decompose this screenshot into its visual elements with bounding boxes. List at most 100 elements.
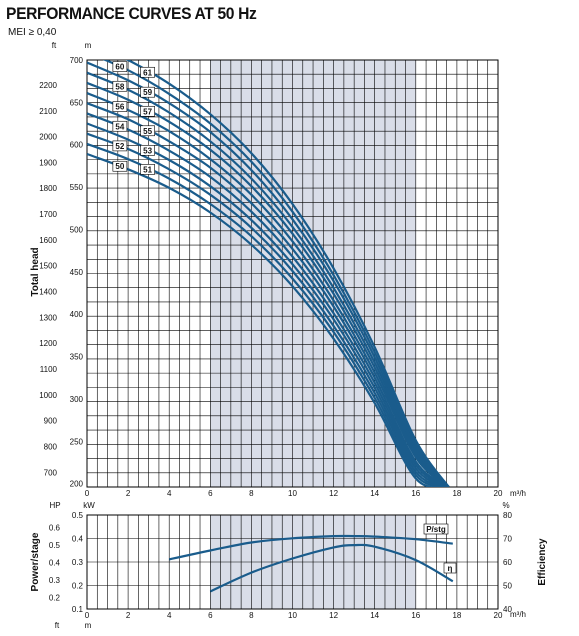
bottom-x-tick-label: 18 bbox=[452, 611, 461, 620]
stage-label-box bbox=[140, 66, 155, 78]
y-tick-m: 200 bbox=[70, 480, 84, 489]
efficiency-tick-label: 50 bbox=[503, 582, 512, 591]
stage-label-box bbox=[140, 86, 155, 98]
kw-tick-label: 0.3 bbox=[72, 558, 84, 567]
y-tick-ft: 1400 bbox=[39, 288, 57, 297]
efficiency-curve bbox=[209, 543, 454, 593]
top-grid bbox=[86, 59, 499, 488]
head-curve-50 bbox=[87, 152, 449, 487]
stage-label-59: 59 bbox=[143, 88, 152, 97]
y-tick-ft: 800 bbox=[44, 442, 58, 451]
y-tick-ft: 700 bbox=[44, 468, 58, 477]
kw-tick-label: 0.4 bbox=[72, 535, 84, 544]
top-x-tick-label: 14 bbox=[370, 489, 379, 498]
bottom-x-tick-label: 2 bbox=[126, 611, 131, 620]
bottom-m-unit: m bbox=[85, 621, 92, 630]
stage-label-box bbox=[112, 61, 128, 72]
head-curve-58 bbox=[87, 71, 450, 487]
hp-tick-label: 0.5 bbox=[49, 541, 61, 550]
y-unit-m: m bbox=[85, 41, 92, 50]
power-axis-label: Power/stage bbox=[30, 532, 41, 591]
bottom-x-tick-label: 6 bbox=[208, 611, 213, 620]
top-x-tick-label: 16 bbox=[411, 489, 420, 498]
page-title: PERFORMANCE CURVES AT 50 Hz bbox=[6, 4, 257, 23]
y-tick-ft: 900 bbox=[44, 417, 58, 426]
stage-label-51: 51 bbox=[143, 165, 152, 174]
y-tick-m: 400 bbox=[70, 310, 84, 319]
kw-tick-label: 0.5 bbox=[72, 511, 84, 520]
bottom-x-tick-label: 12 bbox=[329, 611, 338, 620]
mei-label: MEI ≥ 0,40 bbox=[8, 27, 57, 38]
hp-unit: HP bbox=[49, 501, 60, 510]
efficiency-tick-label: 40 bbox=[503, 605, 512, 614]
y-tick-ft: 1200 bbox=[39, 339, 57, 348]
efficiency-axis-label: Efficiency bbox=[537, 538, 548, 586]
top-x-tick-label: 18 bbox=[452, 489, 461, 498]
stage-label-60: 60 bbox=[115, 63, 124, 72]
hp-tick-label: 0.3 bbox=[49, 576, 61, 585]
top-x-tick-label: 10 bbox=[288, 489, 297, 498]
top-x-tick-label: 4 bbox=[167, 489, 172, 498]
y-axis-label: Total head bbox=[30, 247, 41, 296]
efficiency-curve-label: η bbox=[448, 564, 453, 573]
efficiency-label-box bbox=[443, 562, 457, 574]
top-x-unit: m³/h bbox=[510, 489, 526, 498]
efficiency-unit: % bbox=[502, 501, 509, 510]
y-tick-m: 350 bbox=[70, 353, 84, 362]
hp-tick-label: 0.6 bbox=[49, 523, 61, 532]
head-curve-54 bbox=[87, 112, 450, 487]
y-unit-ft: ft bbox=[52, 41, 57, 50]
y-tick-m: 600 bbox=[70, 141, 84, 150]
bottom-x-unit: m³/h bbox=[510, 610, 526, 619]
top-plot-frame bbox=[86, 59, 499, 488]
head-curve-60 bbox=[102, 60, 450, 487]
y-tick-ft: 1600 bbox=[39, 236, 57, 245]
bottom-x-tick-label: 8 bbox=[249, 611, 254, 620]
bottom-x-tick-label: 10 bbox=[288, 611, 297, 620]
power-label-box bbox=[423, 523, 449, 535]
bottom-plot-frame bbox=[86, 514, 499, 610]
efficiency-tick-label: 80 bbox=[503, 511, 512, 520]
kw-tick-label: 0.2 bbox=[72, 582, 84, 591]
stage-label-box bbox=[112, 140, 128, 152]
y-tick-ft: 1800 bbox=[39, 184, 57, 193]
power-curve-label: P/stg bbox=[426, 525, 446, 534]
stage-label-53: 53 bbox=[143, 146, 152, 155]
y-tick-ft: 1500 bbox=[39, 262, 57, 271]
y-tick-ft: 1700 bbox=[39, 210, 57, 219]
stage-label-56: 56 bbox=[115, 103, 124, 112]
y-tick-ft: 1000 bbox=[39, 391, 57, 400]
power-efficiency-curves bbox=[168, 534, 454, 593]
stage-label-50: 50 bbox=[115, 162, 124, 171]
bottom-ft-unit: ft bbox=[55, 621, 60, 630]
hp-tick-label: 0.4 bbox=[49, 558, 61, 567]
stage-label-box bbox=[112, 120, 128, 132]
y-tick-m: 300 bbox=[70, 395, 84, 404]
y-tick-m: 550 bbox=[70, 183, 84, 192]
y-tick-m: 250 bbox=[70, 437, 84, 446]
bottom-x-tick-label: 4 bbox=[167, 611, 172, 620]
stage-label-box bbox=[112, 160, 128, 172]
top-x-tick-label: 8 bbox=[249, 489, 254, 498]
head-curve-56 bbox=[87, 91, 450, 487]
power-curve bbox=[168, 534, 453, 561]
y-tick-m: 700 bbox=[70, 56, 84, 65]
stage-label-61: 61 bbox=[143, 68, 152, 77]
y-tick-ft: 2000 bbox=[39, 133, 57, 142]
top-x-tick-label: 20 bbox=[494, 489, 503, 498]
head-curve-52 bbox=[87, 132, 450, 487]
stage-label-58: 58 bbox=[115, 82, 124, 91]
y-tick-ft: 2200 bbox=[39, 81, 57, 90]
efficiency-tick-label: 60 bbox=[503, 558, 512, 567]
bottom-x-tick-label: 16 bbox=[411, 611, 420, 620]
y-tick-ft: 2100 bbox=[39, 107, 57, 116]
bottom-x-tick-label: 20 bbox=[494, 611, 503, 620]
stage-label-54: 54 bbox=[115, 122, 124, 131]
top-x-tick-label: 0 bbox=[85, 489, 90, 498]
y-tick-m: 650 bbox=[70, 98, 84, 107]
y-tick-ft: 1100 bbox=[40, 365, 58, 374]
bottom-x-tick-label: 14 bbox=[370, 611, 379, 620]
hp-tick-label: 0.2 bbox=[49, 593, 61, 602]
top-x-tick-label: 2 bbox=[126, 489, 131, 498]
